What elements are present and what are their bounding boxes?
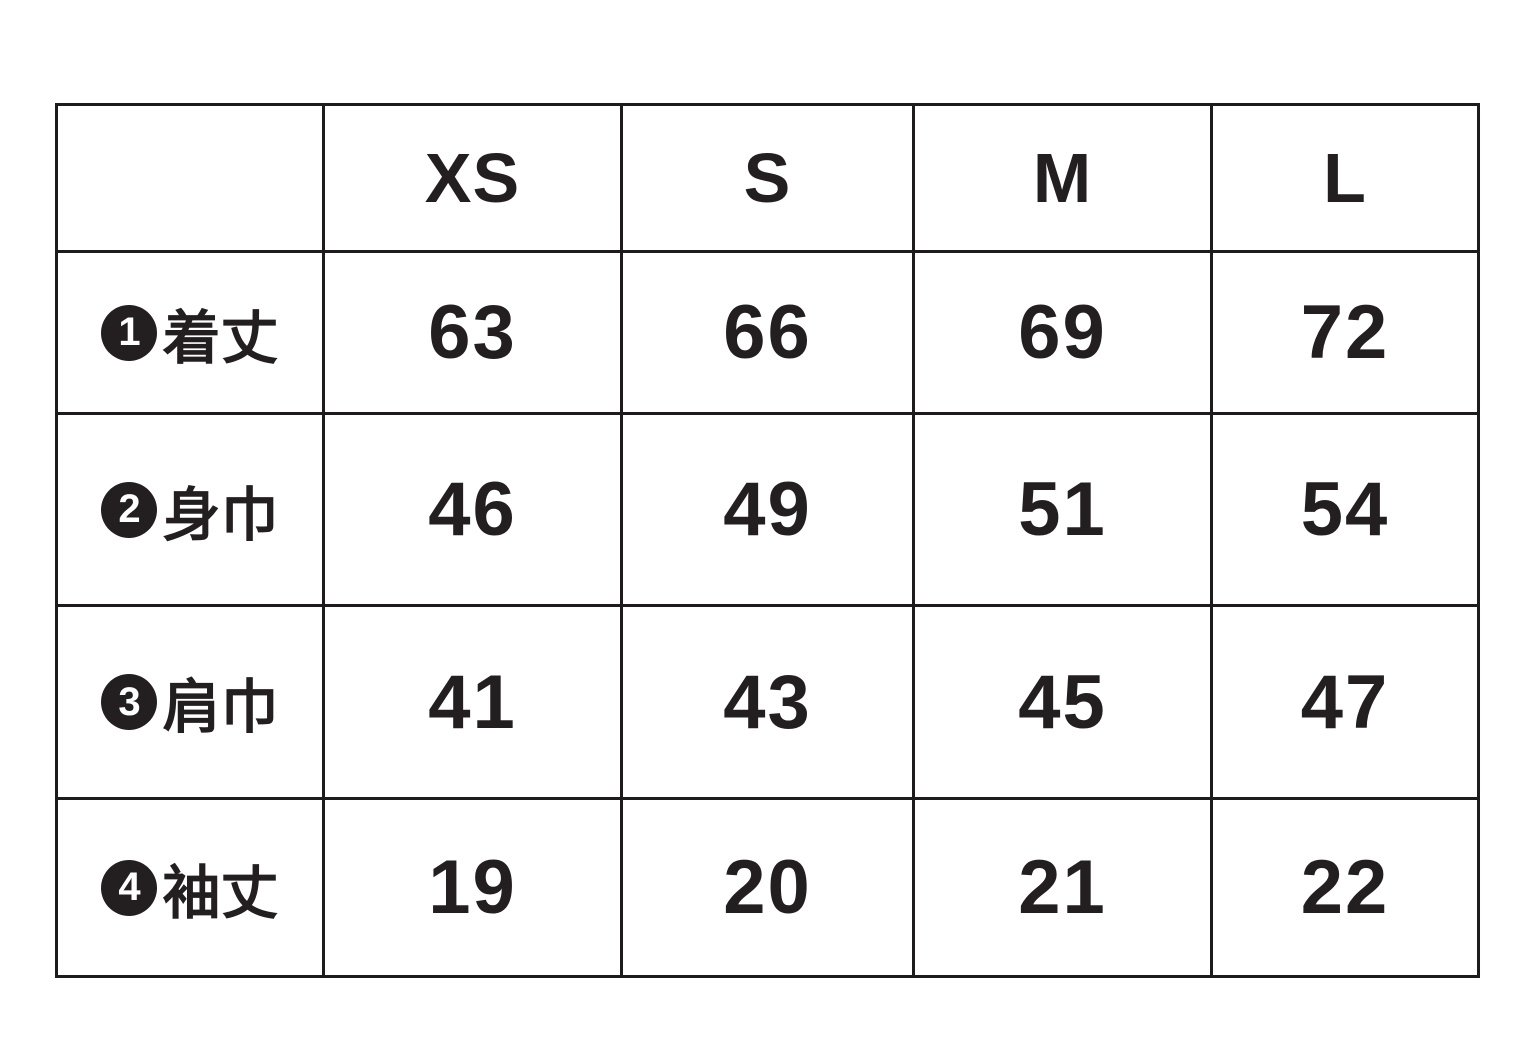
row-label-text: 袖丈 [162, 860, 279, 926]
size-value-cell: 69 [915, 253, 1213, 415]
size-value-cell: 63 [325, 253, 623, 415]
row-label-text: 着丈 [162, 305, 279, 371]
size-value-cell: 45 [915, 607, 1213, 800]
size-value-cell: 72 [1213, 253, 1477, 415]
column-header-l: L [1213, 106, 1477, 253]
size-value-cell: 49 [623, 415, 915, 607]
size-value-cell: 66 [623, 253, 915, 415]
row-label-text: 肩巾 [162, 675, 279, 740]
size-value-cell: 47 [1213, 607, 1477, 800]
size-value-cell: 43 [623, 607, 915, 800]
size-value-cell: 19 [325, 800, 623, 975]
column-header-xs: XS [325, 106, 623, 253]
size-value-cell: 51 [915, 415, 1213, 607]
column-header-label: S [743, 139, 792, 217]
row-label-body-length: 1 着丈 [58, 253, 325, 415]
row-label-body-width: 2 身巾 [58, 415, 325, 607]
size-value-cell: 21 [915, 800, 1213, 975]
column-header-label: M [1032, 139, 1093, 217]
size-value-cell: 46 [325, 415, 623, 607]
size-chart-table: XS S M L 1 着丈 63 66 69 72 2 身巾 46 49 51 … [55, 103, 1480, 978]
size-value-cell: 41 [325, 607, 623, 800]
circled-4-icon: 4 [101, 859, 158, 916]
row-label-shoulder-width: 3 肩巾 [58, 607, 325, 800]
circled-1-icon: 1 [101, 304, 158, 361]
circled-2-icon: 2 [101, 481, 158, 538]
size-value-cell: 54 [1213, 415, 1477, 607]
row-label-sleeve-length: 4 袖丈 [58, 800, 325, 975]
column-header-m: M [915, 106, 1213, 253]
corner-cell [58, 106, 325, 253]
size-value-cell: 20 [623, 800, 915, 975]
size-value-cell: 22 [1213, 800, 1477, 975]
column-header-label: XS [424, 139, 521, 217]
row-label-text: 身巾 [162, 482, 279, 548]
column-header-label: L [1323, 139, 1367, 217]
column-header-s: S [623, 106, 915, 253]
circled-3-icon: 3 [101, 674, 158, 730]
